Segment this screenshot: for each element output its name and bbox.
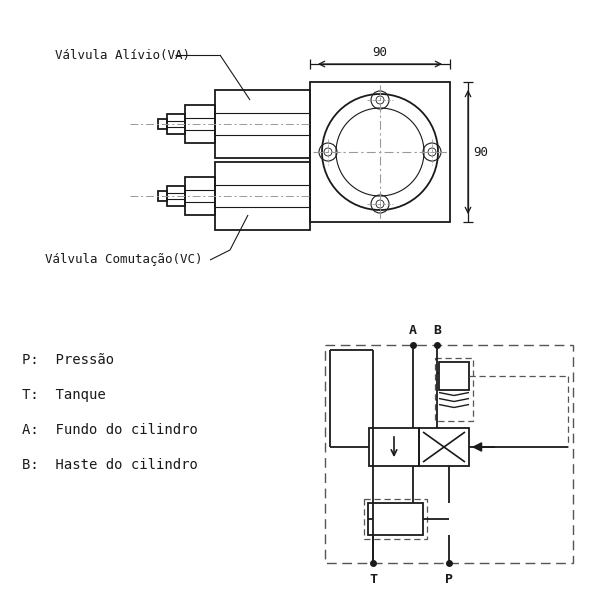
- Bar: [310, 82, 450, 222]
- Bar: [368, 503, 423, 535]
- Bar: [364, 499, 427, 539]
- Bar: [185, 177, 215, 215]
- Bar: [158, 119, 167, 129]
- Bar: [167, 186, 185, 206]
- Bar: [369, 428, 419, 466]
- Text: 90: 90: [473, 145, 488, 158]
- Text: A: A: [409, 324, 417, 337]
- Bar: [185, 105, 215, 143]
- Text: P: P: [445, 573, 453, 586]
- Text: B: B: [433, 324, 441, 337]
- Bar: [215, 162, 310, 230]
- Bar: [419, 428, 469, 466]
- Text: P:  Pressão: P: Pressão: [22, 353, 114, 367]
- Bar: [167, 114, 185, 134]
- Text: 90: 90: [373, 46, 388, 59]
- Text: B:  Haste do cilindro: B: Haste do cilindro: [22, 458, 198, 472]
- Text: T: T: [369, 573, 377, 586]
- Bar: [158, 191, 167, 201]
- Text: A:  Fundo do cilindro: A: Fundo do cilindro: [22, 423, 198, 437]
- Text: Válvula Alívio(VA): Válvula Alívio(VA): [55, 49, 190, 61]
- Bar: [215, 90, 310, 158]
- Text: T:  Tanque: T: Tanque: [22, 388, 106, 402]
- Bar: [439, 362, 469, 389]
- Bar: [325, 345, 573, 563]
- Bar: [435, 358, 473, 421]
- Text: Válvula Comutação(VC): Válvula Comutação(VC): [45, 253, 203, 266]
